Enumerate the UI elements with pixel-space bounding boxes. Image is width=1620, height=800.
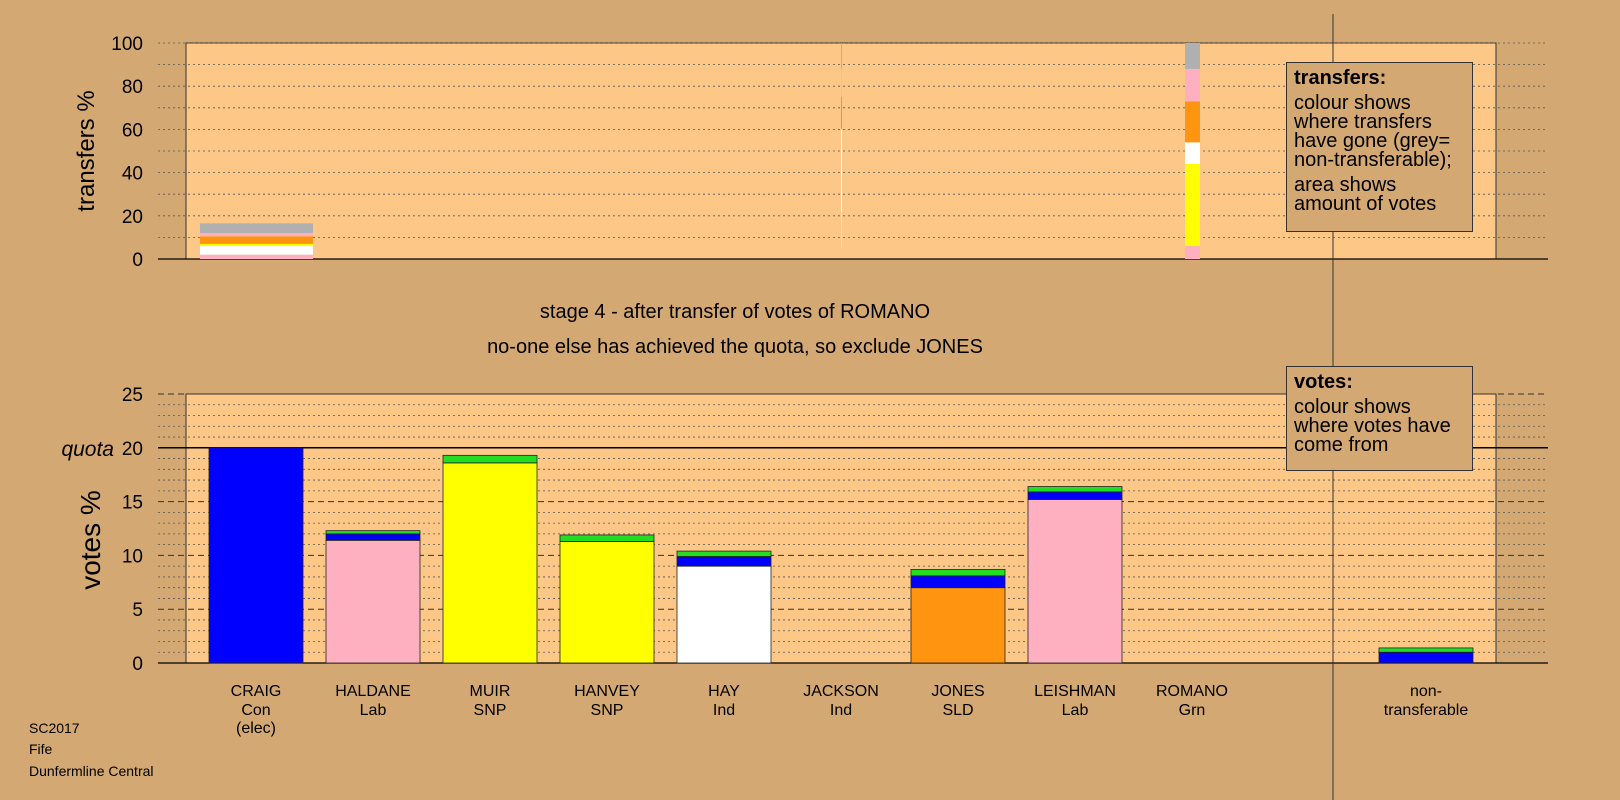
candidate-name-hay: HAY (708, 683, 740, 700)
candidate-party-haldane: Lab (360, 702, 387, 719)
votes-y-tick-label: 15 (122, 493, 143, 514)
transfer-segment-craig (200, 243, 313, 247)
candidate-party-leishman: Lab (1062, 702, 1089, 719)
footer-council: Fife (29, 741, 53, 757)
transfer-segment-craig (200, 254, 313, 259)
vote-bar-segment-hay (676, 565, 772, 664)
transfer-segment-romano (1185, 43, 1200, 69)
transfers-y-tick-label: 100 (111, 34, 143, 55)
candidate-party-jones: SLD (942, 702, 973, 719)
transfers-y-tick-label: 60 (122, 120, 143, 141)
vote-bar-segment-jones (910, 575, 1006, 589)
candidate-party-muir: SNP (474, 702, 507, 719)
vote-bar-segment-muir (442, 462, 538, 664)
votes-y-tick-label: 5 (132, 600, 143, 621)
transfers-plot: 0 20 40 60 80 100 transfers % (73, 34, 1548, 271)
transfer-segment-romano (1185, 246, 1200, 259)
transfers-y-tick-label: 20 (122, 207, 143, 228)
transfer-segment-jackson (841, 97, 842, 130)
candidate-party-jackson: Ind (830, 702, 852, 719)
vote-bar-segment-craig (208, 447, 304, 664)
transfer-segment-romano (1185, 68, 1200, 102)
candidate-name-leishman: LEISHMAN (1034, 683, 1116, 700)
vote-bar-segment-muir (442, 454, 538, 464)
candidate-note-craig: (elec) (236, 720, 276, 737)
vote-bar-segment-leishman (1027, 491, 1123, 500)
vote-bar-segment-hanvey (559, 534, 655, 542)
candidate-name-craig: CRAIG (231, 683, 282, 700)
transfers-legend-title: transfers: (1294, 67, 1387, 89)
transfers-y-tick-label: 40 (122, 164, 143, 185)
vote-bar-segment-hay (676, 550, 772, 557)
transfer-segment-craig (200, 236, 313, 244)
candidate-party-romano: Grn (1179, 702, 1206, 719)
candidate-name-jackson: JACKSON (803, 683, 879, 700)
footer-ward: Dunfermline Central (29, 763, 154, 779)
quota-label: quota (61, 438, 114, 461)
candidate-name-romano: ROMANO (1156, 683, 1228, 700)
transfers-legend-text-2: area shows amount of votes (1294, 174, 1437, 215)
footer-year: SC2017 (29, 720, 80, 736)
vote-bar-segment-haldane (325, 530, 421, 535)
transfer-segment-craig (200, 246, 313, 255)
transfers-legend: transfers: colour shows where transfers … (1286, 62, 1473, 232)
transfers-y-axis-label: transfers % (73, 90, 100, 211)
votes-y-tick-label: 0 (132, 654, 143, 675)
candidate-name-non: non- (1410, 683, 1442, 700)
vote-bar-segment-non (1378, 651, 1474, 664)
candidate-party-non: transferable (1384, 702, 1469, 719)
transfers-y-tick-label: 80 (122, 77, 143, 98)
votes-y-tick-label: 10 (122, 546, 143, 567)
votes-legend: votes: colour shows where votes have com… (1286, 366, 1473, 471)
transfer-segment-romano (1185, 101, 1200, 143)
vote-bar-segment-leishman (1027, 486, 1123, 493)
votes-legend-text: colour shows where votes have come from (1294, 396, 1451, 456)
caption-line-2: no-one else has achieved the quota, so e… (487, 336, 983, 358)
votes-plot: 0 5 10 15 20 25 quota votes % CRAIG Con(elec) HALD… (61, 385, 1548, 737)
vote-bar-segment-hanvey (559, 541, 655, 664)
votes-y-axis-label: votes % (75, 490, 106, 590)
vote-bar-segment-haldane (325, 533, 421, 541)
candidate-name-muir: MUIR (470, 683, 511, 700)
candidate-party-craig: Con (241, 702, 270, 719)
transfer-segment-craig (200, 233, 313, 237)
vote-bar-segment-haldane (325, 539, 421, 664)
candidate-name-jones: JONES (931, 683, 984, 700)
transfer-segment-jackson (841, 43, 842, 69)
vote-bar-segment-jones (910, 587, 1006, 664)
transfer-segment-romano (1185, 142, 1200, 164)
vote-bar-segment-jones (910, 568, 1006, 577)
transfers-legend-text: colour shows where transfers have gone (… (1294, 92, 1452, 171)
votes-y-tick-label: 20 (122, 439, 143, 460)
transfers-y-tick-label: 0 (132, 250, 143, 271)
transfer-segment-romano (1185, 163, 1200, 247)
caption-line-1: stage 4 - after transfer of votes of ROM… (540, 301, 930, 323)
transfer-segment-jackson (841, 129, 842, 212)
transfer-segment-jackson (841, 68, 842, 97)
candidate-name-hanvey: HANVEY (574, 683, 640, 700)
candidate-party-hanvey: SNP (591, 702, 624, 719)
vote-bar-segment-hay (676, 556, 772, 567)
transfer-segment-jackson (841, 211, 842, 249)
transfer-segment-craig (200, 223, 313, 234)
candidate-party-hay: Ind (713, 702, 735, 719)
vote-bar-segment-leishman (1027, 499, 1123, 664)
votes-y-tick-label: 25 (122, 385, 143, 406)
candidate-name-haldane: HALDANE (335, 683, 411, 700)
votes-legend-title: votes: (1294, 371, 1353, 393)
vote-bar-segment-non (1378, 647, 1474, 653)
